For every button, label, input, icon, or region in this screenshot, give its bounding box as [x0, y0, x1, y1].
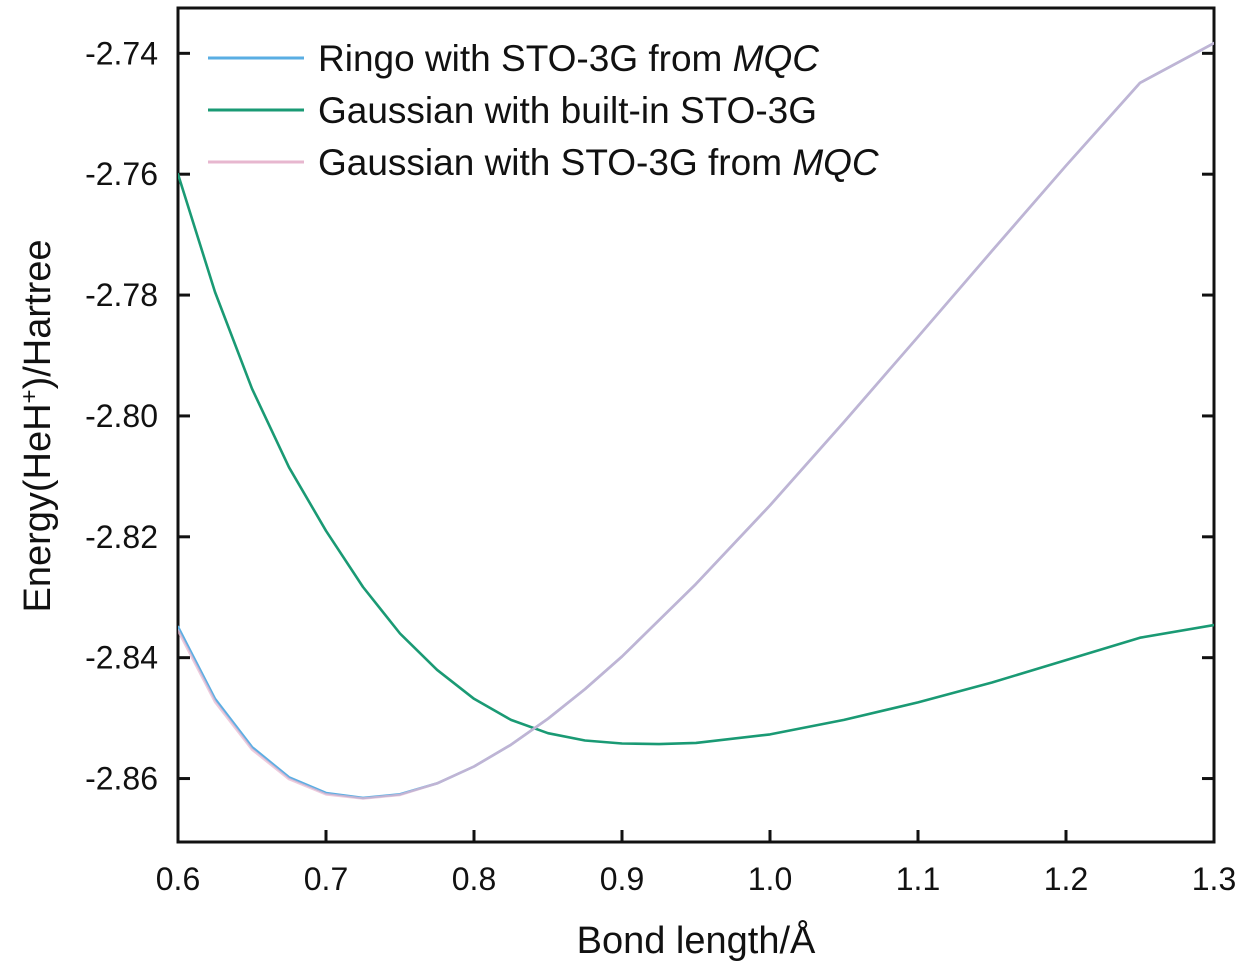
x-tick-label: 1.3	[1192, 861, 1236, 897]
y-tick-label: -2.80	[85, 398, 158, 434]
x-tick-label: 1.1	[896, 861, 940, 897]
legend-label-1: Ringo with STO-3G from MQC	[318, 38, 819, 79]
x-axis-ticks: 0.6 0.7 0.8 0.9 1.0 1.1 1.2 1.3	[156, 830, 1236, 897]
y-axis-title: Energy(HeH+)/Hartree	[16, 239, 59, 612]
x-axis-title: Bond length/Å	[577, 918, 816, 962]
y-tick-label: -2.84	[85, 640, 158, 676]
y-tick-label: -2.76	[85, 156, 158, 192]
legend-label-italic: MQC	[733, 38, 820, 79]
series-line-3	[178, 41, 1214, 800]
legend-label-text: Gaussian with built-in STO-3G	[318, 90, 817, 131]
legend-label-italic: MQC	[792, 142, 879, 183]
legend-label-text: Gaussian with STO-3G from	[318, 142, 792, 183]
legend-label-text: Ringo with STO-3G from	[318, 38, 733, 79]
y-tick-label: -2.86	[85, 761, 158, 797]
y-tick-label: -2.82	[85, 519, 158, 555]
series-line-2	[178, 172, 1214, 746]
x-tick-label: 0.7	[304, 861, 348, 897]
y-axis-title-prefix: Energy(HeH	[17, 403, 59, 612]
y-tick-label: -2.78	[85, 277, 158, 313]
series-lines	[178, 41, 1214, 800]
plot-frame	[176, 6, 1216, 844]
y-axis-title-suffix: )/Hartree	[17, 239, 59, 389]
y-tick-label: -2.74	[85, 35, 158, 71]
y-axis-title-superscript: +	[16, 389, 43, 403]
x-tick-label: 1.0	[748, 861, 792, 897]
x-tick-label: 0.9	[600, 861, 644, 897]
x-tick-label: 0.8	[452, 861, 496, 897]
legend-label-3: Gaussian with STO-3G from MQC	[318, 142, 879, 183]
x-tick-label: 1.2	[1044, 861, 1088, 897]
x-tick-label: 0.6	[156, 861, 200, 897]
legend-label-2: Gaussian with built-in STO-3G	[318, 90, 817, 131]
y-axis-ticks: -2.86 -2.84 -2.82 -2.80 -2.78 -2.76 -2.74	[85, 35, 1214, 797]
